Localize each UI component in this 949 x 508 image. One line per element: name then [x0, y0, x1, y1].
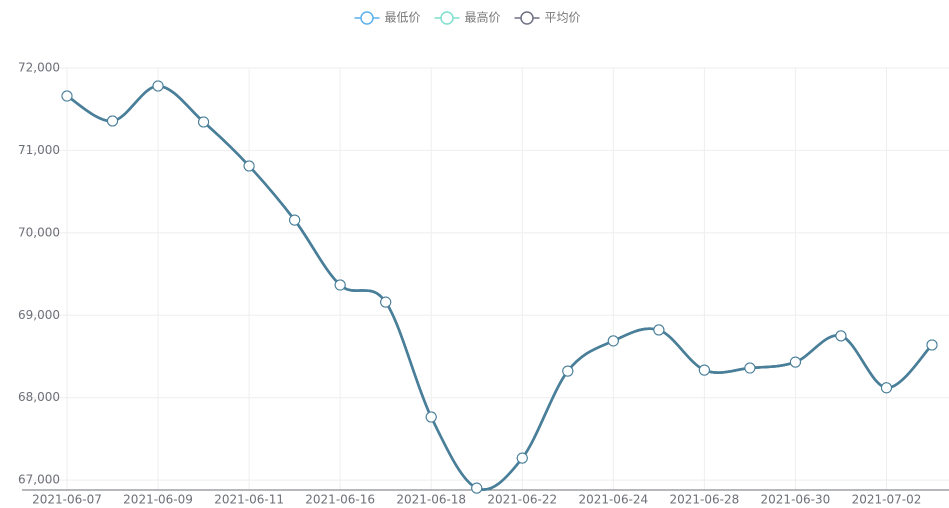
data-point	[471, 482, 483, 494]
data-point	[516, 452, 528, 464]
x-tick-label: 2021-07-02	[852, 493, 922, 507]
y-tick-label: 71,000	[18, 143, 60, 157]
data-point	[926, 339, 938, 351]
data-point	[198, 116, 210, 128]
x-tick-label: 2021-06-28	[669, 493, 739, 507]
legend-item[interactable]: 最高价	[434, 10, 501, 25]
data-point	[107, 115, 119, 127]
x-tick-label: 2021-06-24	[578, 493, 648, 507]
data-point	[562, 365, 574, 377]
y-tick-label: 67,000	[18, 473, 60, 487]
x-tick-label: 2021-06-07	[32, 493, 102, 507]
x-tick-label: 2021-06-22	[487, 493, 557, 507]
series-line	[66, 84, 933, 491]
y-tick-label: 68,000	[18, 390, 60, 404]
data-point	[789, 356, 801, 368]
y-tick-label: 69,000	[18, 308, 60, 322]
series-line	[66, 84, 933, 491]
series-line	[66, 84, 933, 491]
data-point	[425, 411, 437, 423]
data-point	[744, 362, 756, 374]
data-point	[835, 330, 847, 342]
data-point	[698, 364, 710, 376]
legend-text: 平均价	[545, 11, 581, 25]
legend-marker	[520, 11, 534, 25]
legend-text: 最低价	[385, 11, 421, 25]
x-tick-label: 2021-06-09	[123, 493, 193, 507]
legend-item[interactable]: 最低价	[354, 11, 421, 25]
x-tick-label: 2021-06-11	[214, 493, 284, 507]
data-point	[653, 324, 665, 336]
data-point	[61, 90, 73, 102]
x-tick-label: 2021-06-18	[396, 493, 466, 507]
data-point	[380, 296, 392, 308]
legend-marker	[360, 11, 374, 25]
data-point	[152, 80, 164, 92]
legend-marker	[440, 11, 454, 25]
data-point	[880, 382, 892, 394]
y-tick-label: 72,000	[18, 61, 60, 75]
x-tick-label: 2021-06-16	[305, 493, 375, 507]
data-point	[243, 160, 255, 172]
y-tick-label: 70,000	[18, 225, 60, 239]
data-point	[334, 279, 346, 291]
legend-text: 最高价	[465, 10, 501, 25]
x-tick-label: 2021-06-30	[761, 493, 831, 507]
data-point	[607, 335, 619, 347]
legend-item[interactable]: 平均价	[514, 11, 581, 25]
data-point	[289, 214, 301, 226]
